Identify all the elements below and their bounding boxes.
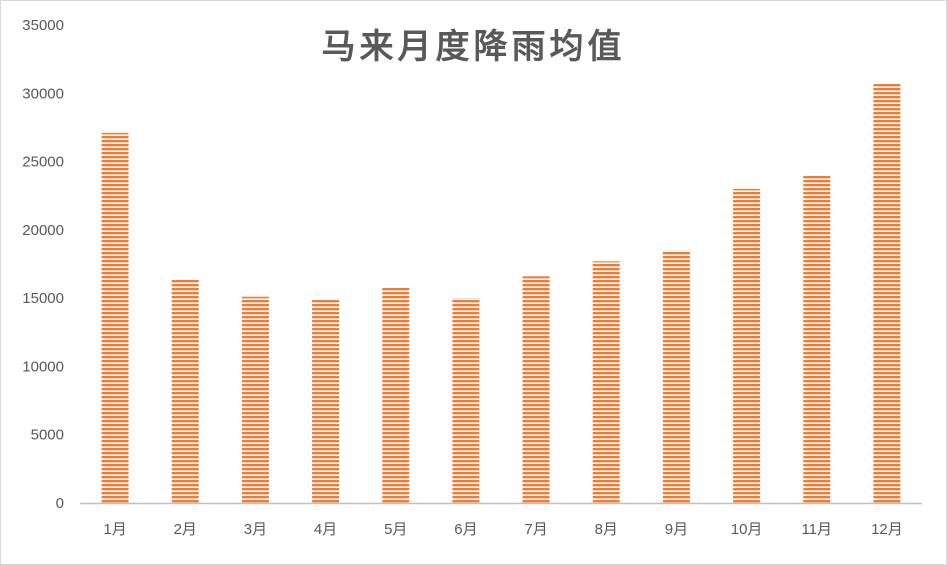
x-tick-label: 12月 — [871, 521, 903, 538]
bar-9 — [662, 250, 690, 503]
bars — [101, 83, 901, 504]
x-tick-label: 1月 — [103, 521, 126, 538]
bar-5 — [382, 287, 410, 503]
y-tick-label: 20000 — [22, 222, 64, 239]
x-tick-label: 5月 — [384, 521, 407, 538]
x-tick-label: 7月 — [524, 521, 547, 538]
x-tick-label: 8月 — [595, 521, 618, 538]
x-tick-label: 6月 — [454, 521, 477, 538]
x-tick-label: 2月 — [174, 521, 197, 538]
y-axis-ticks: 0 5000 10000 15000 20000 25000 30000 35000 — [22, 17, 64, 512]
x-axis-ticks: 1月 2月 3月 4月 5月 6月 7月 8月 9月 10月 11月 12月 — [103, 521, 902, 538]
x-tick-label: 4月 — [314, 521, 337, 538]
x-tick-label: 10月 — [731, 521, 763, 538]
bar-4 — [312, 298, 340, 503]
x-tick-label: 9月 — [665, 521, 688, 538]
bar-12 — [873, 83, 901, 504]
y-tick-label: 35000 — [22, 17, 64, 34]
y-tick-label: 30000 — [22, 85, 64, 102]
bar-11 — [803, 175, 831, 503]
y-tick-label: 25000 — [22, 154, 64, 171]
bar-6 — [452, 298, 480, 503]
y-tick-label: 5000 — [31, 427, 64, 444]
bar-3 — [241, 296, 269, 503]
x-tick-label: 3月 — [244, 521, 267, 538]
y-tick-label: 0 — [56, 495, 64, 512]
y-tick-label: 15000 — [22, 290, 64, 307]
x-tick-label: 11月 — [801, 521, 832, 538]
chart-title: 马来月度降雨均值 — [321, 27, 626, 67]
bar-8 — [592, 261, 620, 503]
bar-2 — [171, 279, 199, 503]
bar-7 — [522, 276, 550, 503]
y-tick-label: 10000 — [22, 358, 64, 375]
bar-10 — [733, 188, 761, 503]
bar-1 — [101, 132, 129, 504]
